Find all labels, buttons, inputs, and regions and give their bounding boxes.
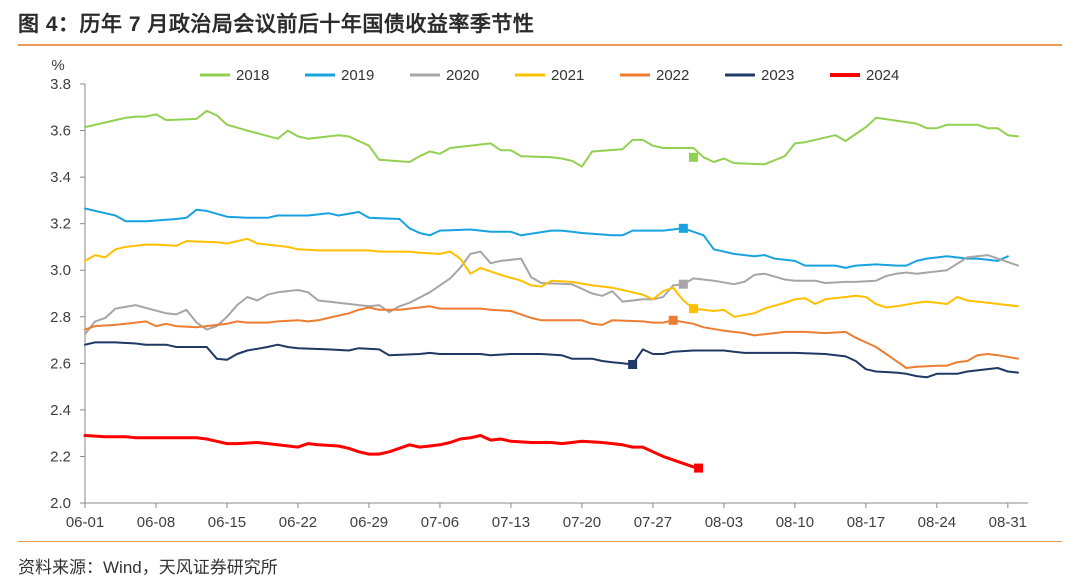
series-marker-2021 <box>688 304 698 314</box>
line-chart: 2.0 2.2 2.4 2.6 2.8 3.0 3.2 3.4 3.6 3.8% 06-01 06-0… <box>50 57 1028 531</box>
series-line-2020 <box>84 250 1019 336</box>
source-divider <box>18 541 1062 542</box>
legend-label-2020: 2020 <box>446 67 479 84</box>
series-line-2022 <box>84 305 1019 369</box>
series-marker-2024 <box>694 463 704 473</box>
y-tick-label: 2.8 <box>50 309 71 326</box>
y-tick-label: 3.6 <box>50 123 71 140</box>
legend-label-2024: 2024 <box>866 67 899 84</box>
series-line-2021 <box>84 237 1019 318</box>
legend-label-2019: 2019 <box>341 67 374 84</box>
x-tick-label: 06-08 <box>137 514 175 531</box>
series-marker-2020 <box>678 279 688 289</box>
legend-label-2018: 2018 <box>236 67 269 84</box>
x-tick-label: 07-13 <box>492 514 530 531</box>
x-tick-label: 06-01 <box>66 514 104 531</box>
x-tick-label: 08-24 <box>918 514 956 531</box>
x-tick-label: 08-31 <box>989 514 1027 531</box>
x-tick-label: 06-15 <box>208 514 246 531</box>
y-axis-unit: % <box>51 57 64 74</box>
legend-label-2023: 2023 <box>761 67 794 84</box>
series-marker-2022 <box>668 315 678 325</box>
series-marker-2018 <box>688 152 698 162</box>
x-tick-label: 08-10 <box>776 514 814 531</box>
y-tick-label: 3.2 <box>50 216 71 233</box>
source-note: 资料来源：Wind，天风证券研究所 <box>18 558 278 577</box>
x-tick-label: 07-06 <box>421 514 459 531</box>
legend-label-2021: 2021 <box>551 67 584 84</box>
series-line-2024 <box>83 434 700 470</box>
y-tick-label: 3.4 <box>50 169 71 186</box>
y-tick-label: 2.4 <box>50 402 71 419</box>
y-tick-label: 3.8 <box>50 76 71 93</box>
y-tick-label: 2.0 <box>50 495 71 512</box>
title-divider <box>18 44 1062 46</box>
x-tick-label: 08-17 <box>847 514 885 531</box>
series-line-2018 <box>84 109 1019 168</box>
chart-title: 图 4：历年 7 月政治局会议前后十年国债收益率季节性 <box>18 13 535 36</box>
series-marker-2023 <box>628 359 638 369</box>
x-tick-label: 06-22 <box>279 514 317 531</box>
x-tick-label: 08-03 <box>705 514 743 531</box>
y-tick-label: 2.2 <box>50 448 71 465</box>
x-tick-label: 07-27 <box>634 514 672 531</box>
x-tick-label: 07-20 <box>563 514 601 531</box>
y-tick-label: 3.0 <box>50 262 71 279</box>
y-tick-label: 2.6 <box>50 355 71 372</box>
series-line-2019 <box>84 207 1009 269</box>
x-tick-label: 06-29 <box>350 514 388 531</box>
series-marker-2019 <box>678 223 688 233</box>
series-line-2023 <box>84 341 1019 379</box>
legend-label-2022: 2022 <box>656 67 689 84</box>
